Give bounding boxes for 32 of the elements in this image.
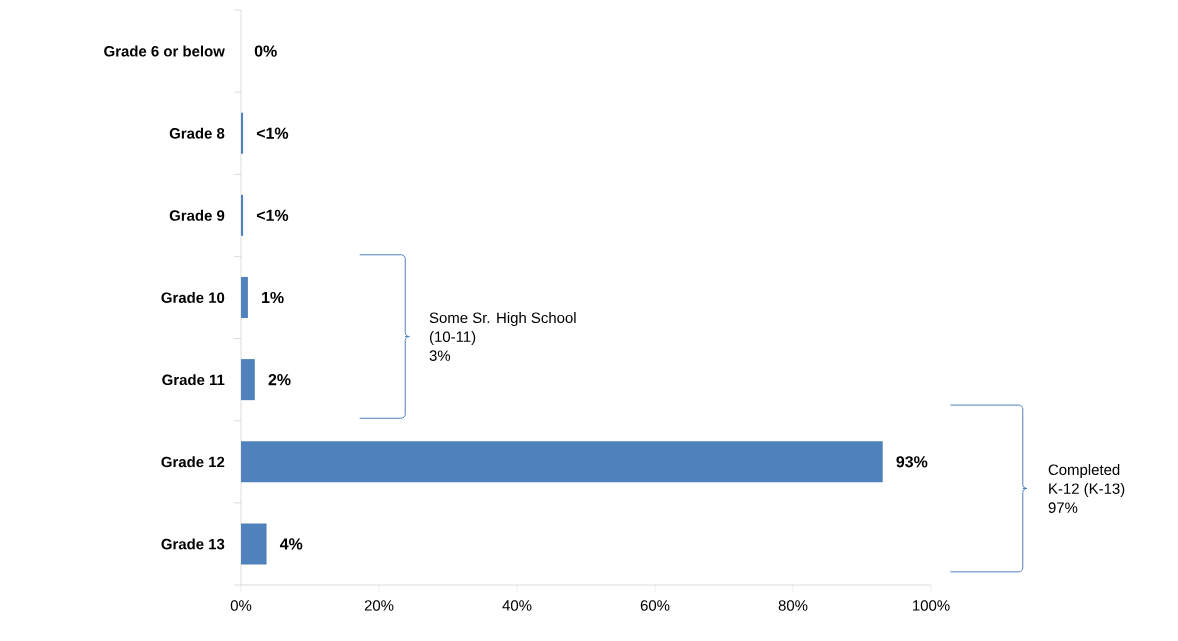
data-label: 1% [262,291,284,304]
y-tick-label: Grade 6 or below [104,45,225,57]
x-tick-label: 0% [230,600,252,611]
y-tick-label: Grade 11 [162,374,225,386]
bar [241,276,248,319]
bar [241,359,255,401]
x-tick-label: 80% [778,600,808,611]
y-tick-label: Grade 8 [169,127,225,139]
text: K-12 (K-13) [1049,482,1125,497]
bar [241,194,244,236]
x-tick-label: 100% [913,600,950,611]
y-tick-label: Grade 12 [161,456,225,468]
data-label: 0% [254,45,277,57]
data-label: 4% [279,538,303,550]
data-label: <1% [256,209,289,221]
bar [241,441,883,483]
text: 97% [1048,502,1078,513]
annotation: (10-11) [429,331,476,345]
data-label: 2% [268,374,291,386]
x-tick-label: 20% [364,600,394,611]
text: Completed [1048,464,1120,478]
data-label: 93% [896,456,928,468]
bar [241,112,244,154]
bar [241,523,267,565]
y-tick-label: Grade 10 [161,292,225,303]
y-tick-label: Grade 9 [169,209,225,221]
data-label: <1% [256,127,289,139]
x-tick-label: 40% [502,600,532,611]
annotation: 3% [429,350,451,361]
x-tick-label: 60% [640,600,670,611]
y-tick-label: Grade 13 [161,538,225,550]
annotation: Some Sr. High School [429,312,576,327]
